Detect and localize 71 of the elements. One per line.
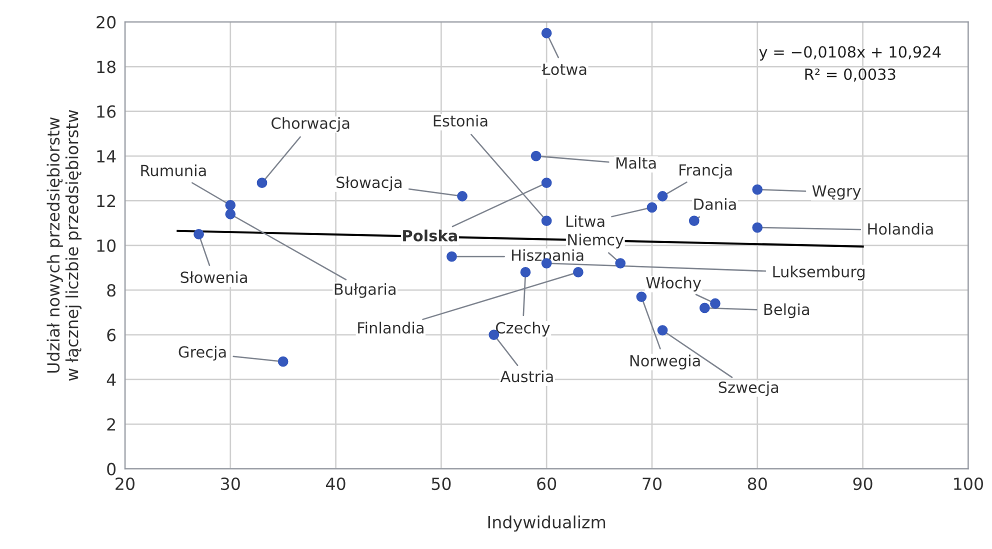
annotation: Norwegia (630, 354, 700, 370)
point (752, 222, 763, 233)
point (256, 178, 268, 188)
x-tick-label: 80 (748, 477, 767, 490)
y-tick-label: 14 (97, 150, 116, 162)
annotation: Łotwa (542, 64, 586, 76)
annotation: Grecja (178, 346, 226, 361)
point (615, 258, 626, 268)
annotation: Belgia (764, 303, 809, 318)
y-tick-label: 2 (107, 418, 115, 430)
annotation: Dania (694, 198, 736, 210)
x-tick-label: 50 (432, 477, 451, 490)
annotation: Austria (500, 370, 553, 382)
annotation: Litwa (566, 215, 604, 228)
annotation: Malta (616, 156, 656, 169)
point (278, 356, 288, 367)
x-tick-label: 40 (326, 477, 346, 490)
point (541, 216, 552, 226)
point (446, 251, 457, 262)
y-tick-label: 18 (97, 60, 116, 74)
y-tick-label: 8 (107, 284, 116, 297)
y-tick-label: 0 (107, 462, 116, 476)
point (541, 178, 552, 188)
annotation: Estonia (434, 114, 488, 127)
annotation: Słowacja (336, 176, 402, 192)
point (194, 229, 204, 240)
annotation: Słowenia (180, 271, 247, 284)
point (541, 28, 552, 38)
point (646, 202, 658, 213)
y-tick-label: 10 (97, 239, 116, 252)
y-tick-label: 16 (97, 105, 116, 118)
y-tick-label: 20 (96, 16, 116, 29)
x-tick-label: 20 (116, 477, 134, 490)
annotation: Węgry (812, 185, 861, 200)
annotation: Rumunia (141, 164, 206, 176)
point (520, 267, 531, 278)
point (657, 191, 668, 202)
x-tick-label: 100 (954, 477, 983, 490)
annotation: Niemcy (568, 234, 624, 248)
annotation: R² = 0,0033 (805, 68, 896, 82)
point (710, 298, 720, 309)
x-tick-label: 70 (642, 477, 662, 490)
point (688, 216, 700, 226)
point (457, 191, 468, 202)
y-tick-label: 6 (107, 328, 116, 342)
annotation: Bułgaria (334, 283, 396, 298)
x-tick-label: 90 (853, 477, 872, 490)
annotation: Szwecja (718, 381, 778, 396)
annotation: Czechy (496, 322, 550, 337)
annotation: y = −0,0108x + 10,924 (759, 46, 941, 61)
x-tick-label: 60 (537, 477, 556, 490)
point (225, 200, 236, 210)
y-axis-title: Udział nowych przedsiębiorstw w łącznej liczbie przedsiębiorstw (46, 110, 82, 381)
annotation: Włochy (646, 276, 702, 292)
x-axis-title: Indywidualizm (488, 516, 606, 532)
annotation: Finlandia (358, 322, 424, 334)
annotation: Holandia (868, 222, 933, 235)
point (636, 292, 647, 302)
y-tick-label: 12 (97, 194, 115, 208)
annotation: Chorwacja (272, 117, 350, 132)
annotation: Luksemburg (773, 266, 864, 280)
point (699, 302, 710, 314)
point (573, 267, 584, 278)
y-tick-label: 4 (106, 374, 116, 386)
point (530, 150, 542, 162)
annotation: Polska (403, 230, 457, 242)
point (225, 208, 236, 220)
point (752, 184, 763, 195)
x-tick-label: 30 (221, 477, 240, 490)
annotation: Francja (680, 164, 732, 179)
point (657, 325, 668, 336)
